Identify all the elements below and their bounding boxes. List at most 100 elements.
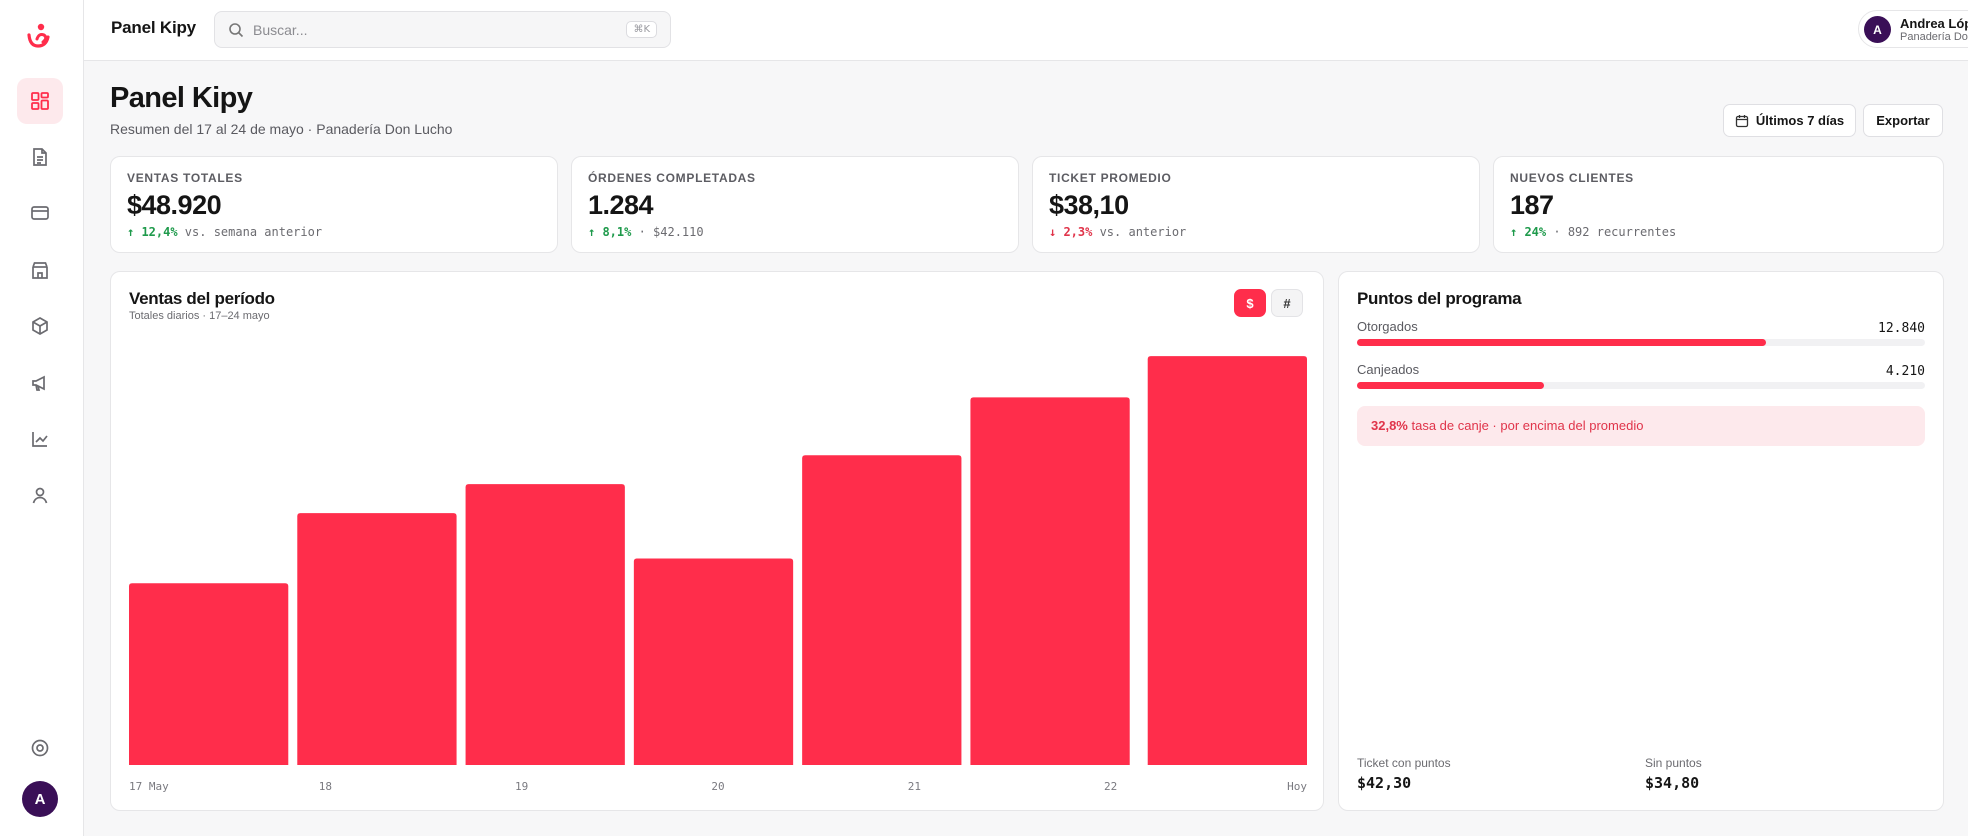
sidebar-item-payments[interactable] xyxy=(17,190,63,236)
kipy-logo-icon[interactable] xyxy=(23,21,55,55)
kpi-delta-note: · $42.110 xyxy=(631,225,704,239)
kpi-label: Órdenes completadas xyxy=(588,171,756,185)
x-tick-label: 21 xyxy=(908,780,921,793)
redeemed-progress-track xyxy=(1357,382,1925,389)
user-icon xyxy=(32,487,48,504)
ticket-without-points-value: $34,80 xyxy=(1645,774,1700,792)
kpi-delta: ↓ 2,3% vs. anterior xyxy=(1049,225,1186,239)
kpi-delta-note: · 892 recurrentes xyxy=(1546,225,1677,239)
kpi-card-orders: Órdenes completadas 1.284 ↑ 8,1% · $42.1… xyxy=(571,156,1019,253)
page-title: Panel Kipy xyxy=(110,82,253,114)
granted-progress-fill xyxy=(1357,339,1766,346)
user-avatar: A xyxy=(1864,16,1891,43)
redemption-rate-value: 32,8% xyxy=(1371,418,1408,433)
chart-subtitle: Totales diarios · 17–24 mayo xyxy=(129,310,270,322)
chart-bar[interactable] xyxy=(1147,356,1307,765)
page-subtitle: Resumen del 17 al 24 de mayo · Panadería… xyxy=(110,121,453,137)
sidebar-item-analytics[interactable] xyxy=(17,416,63,462)
x-tick-label: 18 xyxy=(319,780,332,793)
granted-value: 12.840 xyxy=(1878,321,1925,336)
kpi-delta-note: vs. semana anterior xyxy=(177,225,323,239)
app-name: Panel Kipy xyxy=(111,18,196,37)
kpi-delta-note: vs. anterior xyxy=(1092,225,1187,239)
x-tick-label: 20 xyxy=(711,780,724,793)
trend-up-icon: ↑ xyxy=(588,225,603,239)
points-card: Puntos del programa Otorgados 12.840 Can… xyxy=(1338,271,1944,811)
chart-bar[interactable] xyxy=(802,455,962,765)
kpi-delta-value: 2,3% xyxy=(1063,225,1093,239)
export-button[interactable]: Exportar xyxy=(1863,104,1943,137)
kpi-delta-value: 12,4% xyxy=(141,225,178,239)
trend-down-icon: ↓ xyxy=(1049,225,1064,239)
sidebar-item-documents[interactable] xyxy=(17,134,63,180)
sidebar-item-dashboard[interactable] xyxy=(17,78,63,124)
search-input[interactable] xyxy=(253,12,613,47)
settings-icon xyxy=(31,739,49,757)
chart-bar[interactable] xyxy=(970,397,1130,765)
date-range-button[interactable]: Últimos 7 días xyxy=(1723,104,1856,137)
granted-label: Otorgados xyxy=(1357,319,1418,334)
kpi-delta-value: 8,1% xyxy=(602,225,632,239)
user-business: Panadería Don Lucho xyxy=(1900,31,1968,43)
kpi-value: 187 xyxy=(1510,190,1554,220)
toggle-count-button[interactable]: # xyxy=(1271,289,1303,317)
redeemed-value: 4.210 xyxy=(1885,364,1925,379)
kpi-delta: ↑ 12,4% vs. semana anterior xyxy=(127,225,322,239)
store-icon xyxy=(32,262,48,279)
redeemed-progress-fill xyxy=(1357,382,1545,389)
user-menu[interactable]: A Andrea López Panadería Don Lucho xyxy=(1858,10,1968,48)
search-shortcut-hint: ⌘K xyxy=(626,21,657,38)
kpi-value: 1.284 xyxy=(588,190,654,220)
x-tick-label: Hoy xyxy=(1287,780,1307,793)
kpi-value: $38,10 xyxy=(1049,190,1129,220)
kpi-delta: ↑ 24% · 892 recurrentes xyxy=(1510,225,1676,239)
redemption-rate-text: tasa de canje · por encima del promedio xyxy=(1407,418,1644,433)
redeemed-label: Canjeados xyxy=(1357,362,1420,377)
toggle-amount-button[interactable]: $ xyxy=(1234,289,1266,317)
dashboard-icon xyxy=(31,92,49,110)
kpi-card-sales: Ventas totales $48.920 ↑ 12,4% vs. seman… xyxy=(110,156,558,253)
ticket-with-points-label: Ticket con puntos xyxy=(1357,756,1451,770)
topbar: Panel Kipy ⌘K A Andrea López Panadería D… xyxy=(84,0,1968,61)
x-tick-label: 22 xyxy=(1104,780,1117,793)
package-icon xyxy=(32,317,48,335)
user-name: Andrea López xyxy=(1900,16,1968,31)
x-tick-label: 19 xyxy=(515,780,528,793)
chart-line-icon xyxy=(32,432,48,447)
ticket-with-points-value: $42,30 xyxy=(1357,774,1412,792)
granted-progress-track xyxy=(1357,339,1925,346)
search-box[interactable]: ⌘K xyxy=(214,11,671,48)
trend-up-icon: ↑ xyxy=(1510,225,1525,239)
sidebar-item-campaigns[interactable] xyxy=(17,360,63,406)
sidebar: A xyxy=(0,0,84,836)
sales-bar-chart: 17 May 18 19 20 21 22 Hoy xyxy=(129,356,1307,793)
points-title: Puntos del programa xyxy=(1357,289,1522,308)
kpi-label: Ventas totales xyxy=(127,171,243,185)
kpi-card-ticket: Ticket promedio $38,10 ↓ 2,3% vs. anteri… xyxy=(1032,156,1480,253)
megaphone-icon xyxy=(32,375,45,391)
date-range-label: Últimos 7 días xyxy=(1755,113,1845,128)
kpi-card-customers: Nuevos clientes 187 ↑ 24% · 892 recurren… xyxy=(1493,156,1944,253)
ticket-without-points-label: Sin puntos xyxy=(1645,756,1702,770)
chart-bar[interactable] xyxy=(465,484,625,765)
sidebar-avatar[interactable]: A xyxy=(22,781,58,817)
chart-bar[interactable] xyxy=(297,513,457,765)
calendar-icon xyxy=(1735,114,1749,127)
chart-title: Ventas del período xyxy=(129,289,275,308)
kpi-delta: ↑ 8,1% · $42.110 xyxy=(588,225,704,239)
kpi-delta-value: 24% xyxy=(1524,225,1547,239)
sidebar-item-store[interactable] xyxy=(17,247,63,293)
sales-chart-card: Ventas del período Totales diarios · 17–… xyxy=(110,271,1324,811)
x-tick-label: 17 May xyxy=(129,780,169,793)
kpi-value: $48.920 xyxy=(127,190,222,220)
chart-bar[interactable] xyxy=(129,583,289,765)
credit-card-icon xyxy=(31,206,49,220)
sidebar-item-products[interactable] xyxy=(17,303,63,349)
chart-bar[interactable] xyxy=(633,558,794,766)
sidebar-item-customers[interactable] xyxy=(17,472,63,518)
redemption-rate-banner: 32,8% tasa de canje · por encima del pro… xyxy=(1357,406,1925,446)
kpi-label: Nuevos clientes xyxy=(1510,171,1634,185)
trend-up-icon: ↑ xyxy=(127,225,142,239)
sidebar-item-settings[interactable] xyxy=(17,725,63,771)
search-icon xyxy=(229,23,244,38)
